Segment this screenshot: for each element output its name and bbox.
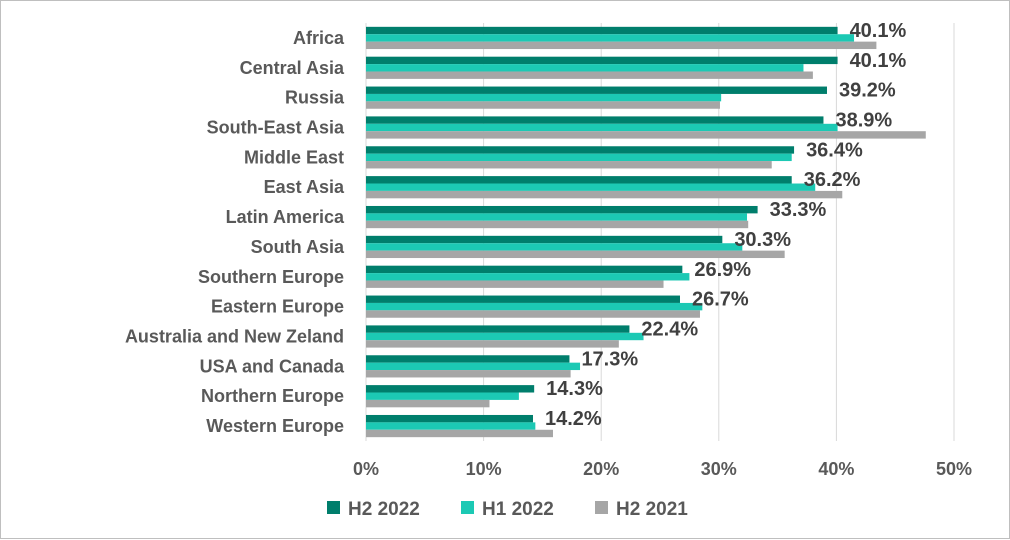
category-label: East Asia [264,177,345,197]
data-label: 40.1% [850,50,907,72]
data-label: 17.3% [581,348,638,370]
bars [366,26,926,438]
x-tick-label: 20% [583,459,619,479]
bar-h2-2022 [366,385,535,393]
bar-h2-2022 [366,295,680,303]
bar-h2-2021 [366,161,772,169]
bar-h1-2022 [366,34,855,42]
bar-h1-2022 [366,64,804,72]
legend-swatch [461,501,474,514]
bar-h2-2022 [366,26,838,35]
bar-h2-2022 [366,265,683,274]
x-tick-label: 10% [466,459,502,479]
data-label: 30.3% [734,229,791,251]
data-label: 26.7% [692,289,749,311]
bar-h2-2021 [366,310,700,318]
data-label: 38.9% [835,110,892,132]
bar-h2-2022 [366,56,838,65]
bar-h1-2022 [366,362,581,371]
data-labels: 40.1% 40.1% 39.2% 38.9% 36.4% 36.2% 33.3% 30.3%… [545,20,907,430]
bar-h1-2022 [366,332,644,341]
data-label: 39.2% [839,80,896,102]
data-label: 26.9% [694,259,751,281]
bar-h2-2021 [366,340,619,348]
legend-swatch [595,501,608,514]
bar-h1-2022 [366,213,748,221]
bar-h1-2022 [366,93,722,102]
data-label: 14.2% [545,408,602,430]
bar-h2-2021 [366,280,664,288]
category-labels: Africa Central Asia Russia South-East Asia M… [125,28,345,436]
x-axis-ticks: 0% 10% 20% 30% 40% 50% [353,459,972,479]
category-label: Southern Europe [198,267,344,287]
bar-h1-2022 [366,392,519,400]
bar-h2-2022 [366,116,824,124]
legend-label: H1 2022 [482,499,554,520]
category-label: Middle East [244,147,344,167]
bar-h1-2022 [366,183,816,191]
bar-h2-2021 [366,101,720,109]
bar-h2-2022 [366,146,795,154]
bar-h2-2021 [366,429,553,438]
bar-h2-2022 [366,235,723,244]
bar-h2-2022 [366,355,570,363]
legend-label: H2 2021 [616,499,688,520]
category-label: South-East Asia [207,118,345,138]
bar-h1-2022 [366,273,690,281]
category-label: Western Europe [206,416,344,436]
bar-h1-2022 [366,302,703,311]
x-tick-label: 50% [936,459,972,479]
bar-h2-2022 [366,86,827,94]
bar-h2-2021 [366,220,749,229]
data-label: 14.3% [546,378,603,400]
bar-h2-2022 [366,205,758,214]
bar-h1-2022 [366,153,792,162]
category-label: Latin America [226,207,345,227]
bar-h2-2021 [366,370,571,378]
x-tick-label: 0% [353,459,379,479]
bar-h2-2021 [366,41,877,50]
bar-h2-2021 [366,131,926,139]
bar-h1-2022 [366,243,743,251]
bar-h2-2021 [366,399,490,408]
legend: H2 2022 H1 2022 H2 2021 [327,499,688,520]
category-label: Russia [285,88,345,108]
bar-h2-2021 [366,71,813,79]
category-label: Central Asia [240,58,345,78]
bar-h1-2022 [366,123,838,132]
bar-h2-2022 [366,176,792,184]
x-tick-label: 30% [701,459,737,479]
x-tick-label: 40% [818,459,854,479]
data-label: 36.4% [806,139,863,161]
category-label: South Asia [251,237,345,257]
category-label: Australia and New Zeland [125,327,344,347]
category-label: Eastern Europe [211,297,344,317]
data-label: 40.1% [850,20,907,42]
category-label: Africa [293,28,345,48]
category-label: Northern Europe [201,386,344,406]
data-label: 36.2% [804,169,861,191]
bar-h2-2022 [366,414,533,423]
category-label: USA and Canada [200,356,345,376]
legend-label: H2 2022 [348,499,420,520]
data-label: 33.3% [770,199,827,221]
data-label: 22.4% [641,319,698,341]
bar-h2-2022 [366,325,630,333]
legend-swatch [327,501,340,514]
bar-h2-2021 [366,190,843,199]
bar-h1-2022 [366,422,536,430]
bar-h2-2021 [366,250,785,259]
